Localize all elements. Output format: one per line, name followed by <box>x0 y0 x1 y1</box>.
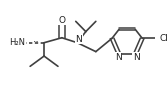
Text: N: N <box>115 53 122 62</box>
Text: N: N <box>75 35 82 44</box>
Text: H₂N: H₂N <box>9 38 25 47</box>
Text: Cl: Cl <box>160 34 168 43</box>
Text: O: O <box>58 16 65 25</box>
Text: ··: ·· <box>33 37 40 47</box>
Text: N: N <box>133 53 139 62</box>
